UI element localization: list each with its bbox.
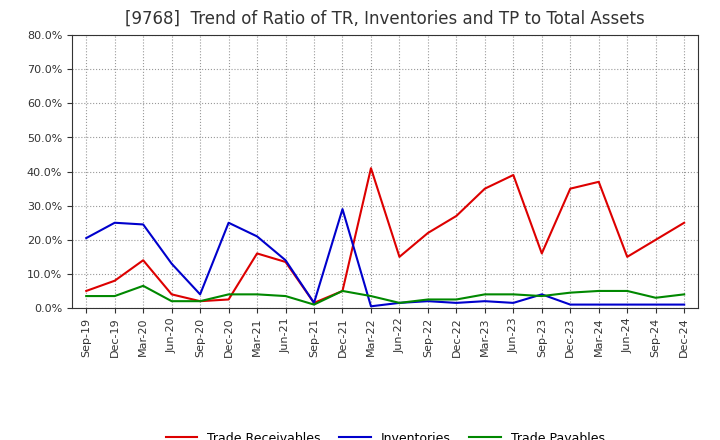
Inventories	[338, 206, 347, 212]
Trade Payables	[652, 295, 660, 301]
Inventories	[366, 304, 375, 309]
Inventories	[253, 234, 261, 239]
Trade Receivables	[452, 213, 461, 219]
Trade Payables	[82, 293, 91, 299]
Trade Receivables	[167, 292, 176, 297]
Trade Payables	[196, 299, 204, 304]
Trade Receivables	[282, 259, 290, 264]
Trade Receivables	[82, 288, 91, 293]
Line: Inventories: Inventories	[86, 209, 684, 306]
Trade Payables	[423, 297, 432, 302]
Trade Payables	[338, 288, 347, 293]
Trade Receivables	[680, 220, 688, 225]
Legend: Trade Receivables, Inventories, Trade Payables: Trade Receivables, Inventories, Trade Pa…	[161, 427, 610, 440]
Trade Payables	[139, 283, 148, 289]
Inventories	[225, 220, 233, 225]
Inventories	[110, 220, 119, 225]
Trade Receivables	[310, 300, 318, 305]
Inventories	[480, 299, 489, 304]
Inventories	[595, 302, 603, 307]
Inventories	[395, 300, 404, 305]
Trade Payables	[623, 288, 631, 293]
Inventories	[680, 302, 688, 307]
Line: Trade Receivables: Trade Receivables	[86, 168, 684, 303]
Inventories	[282, 258, 290, 263]
Trade Payables	[253, 292, 261, 297]
Inventories	[652, 302, 660, 307]
Trade Receivables	[338, 288, 347, 293]
Inventories	[82, 235, 91, 241]
Inventories	[167, 261, 176, 266]
Trade Payables	[537, 293, 546, 299]
Trade Payables	[566, 290, 575, 295]
Trade Receivables	[395, 254, 404, 260]
Trade Receivables	[623, 254, 631, 260]
Trade Receivables	[423, 230, 432, 235]
Trade Payables	[680, 292, 688, 297]
Trade Receivables	[509, 172, 518, 178]
Trade Payables	[595, 288, 603, 293]
Inventories	[509, 300, 518, 305]
Trade Payables	[509, 292, 518, 297]
Inventories	[537, 292, 546, 297]
Inventories	[310, 300, 318, 305]
Trade Receivables	[225, 297, 233, 302]
Trade Receivables	[537, 251, 546, 256]
Trade Receivables	[480, 186, 489, 191]
Inventories	[139, 222, 148, 227]
Trade Payables	[480, 292, 489, 297]
Trade Payables	[452, 297, 461, 302]
Trade Receivables	[566, 186, 575, 191]
Trade Payables	[310, 302, 318, 307]
Inventories	[452, 300, 461, 305]
Trade Payables	[167, 299, 176, 304]
Trade Payables	[366, 293, 375, 299]
Trade Receivables	[253, 251, 261, 256]
Trade Receivables	[595, 179, 603, 184]
Trade Receivables	[110, 278, 119, 283]
Trade Receivables	[366, 165, 375, 171]
Trade Payables	[110, 293, 119, 299]
Inventories	[196, 292, 204, 297]
Trade Payables	[282, 293, 290, 299]
Trade Receivables	[196, 299, 204, 304]
Line: Trade Payables: Trade Payables	[86, 286, 684, 304]
Inventories	[623, 302, 631, 307]
Trade Receivables	[139, 258, 148, 263]
Title: [9768]  Trend of Ratio of TR, Inventories and TP to Total Assets: [9768] Trend of Ratio of TR, Inventories…	[125, 10, 645, 28]
Trade Payables	[395, 300, 404, 305]
Inventories	[423, 299, 432, 304]
Trade Payables	[225, 292, 233, 297]
Inventories	[566, 302, 575, 307]
Trade Receivables	[652, 237, 660, 242]
